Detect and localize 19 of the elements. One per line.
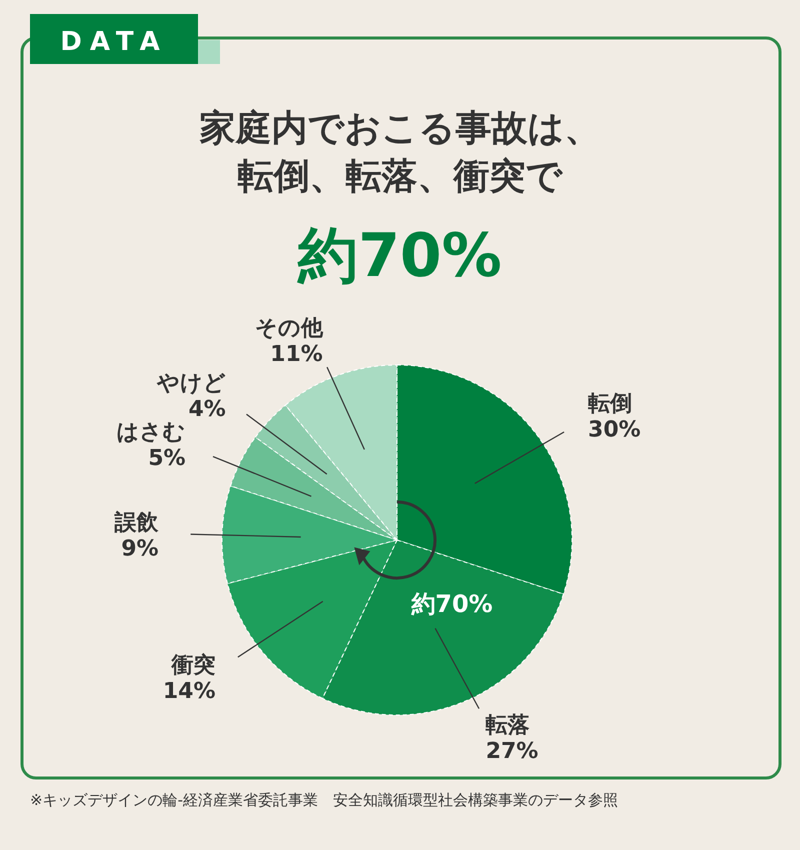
slice-label: 転落: [486, 712, 530, 738]
chart-title: 家庭内でおこる事故は、転倒、転落、衝突で: [200, 108, 600, 197]
text: DATA: [60, 27, 168, 57]
data-label: 27%: [486, 738, 538, 764]
data-label: 9%: [121, 536, 159, 562]
text: ※キッズデザインの輪-経済産業省委託事業 安全知識循環型社会構築事業のデータ参照: [30, 791, 618, 809]
chart-subtitle: 約70%: [297, 221, 502, 291]
data-label: 5%: [148, 446, 186, 472]
slice-label: 誤飲: [114, 510, 160, 536]
text: 約70%: [410, 590, 493, 618]
data-label: 14%: [162, 679, 216, 704]
slice-label: 衝突: [170, 652, 216, 678]
slice-label: はさむ: [116, 420, 186, 446]
data-label: 4%: [188, 396, 226, 422]
data-label: 30%: [588, 418, 641, 443]
slice-label: やけど: [156, 370, 226, 396]
slice-label: その他: [254, 316, 324, 342]
data-label: 11%: [270, 342, 323, 368]
slice-label: 転倒: [588, 392, 632, 417]
